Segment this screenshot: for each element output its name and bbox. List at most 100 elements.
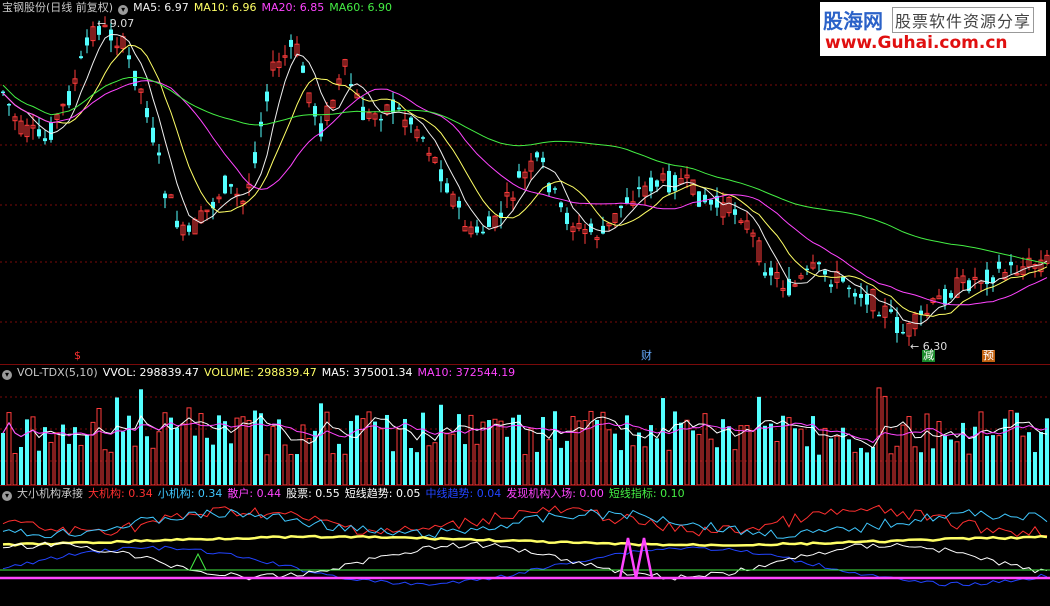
volume-bar-down [67,443,71,485]
candle-body-down [943,289,947,305]
short-trend-value: 短线趋势: 0.05 [344,487,421,500]
candle-body-up [936,295,942,300]
vol-ma10-value: MA10: 372544.19 [417,366,516,379]
candle-body-down [313,106,317,117]
volume-bar-down [61,424,65,485]
candle-body-up [612,213,618,223]
volume-bar-up [1008,410,1014,485]
candle-body-down [649,177,653,192]
candlestick-chart[interactable] [0,0,1050,365]
reduce-holding-marker[interactable]: 减 [922,349,935,362]
candle-body-down [439,169,443,182]
volume-bar-up [90,421,96,485]
candle-body-up [342,59,348,67]
volume-bar-down [355,415,359,485]
candle-body-up [660,173,666,181]
volume-bar-up [300,424,306,485]
candle-body-up [366,112,372,119]
volume-bar-up [426,445,432,485]
panel-divider[interactable] [0,485,1050,486]
candle-body-down [43,138,47,142]
volume-bar-up [444,432,450,485]
volume-bar-down [1,433,5,485]
candle-body-down [445,183,449,193]
institution-entry-spike [618,537,654,579]
candle-body-down [475,226,479,233]
volume-bar-up [702,413,708,485]
settings-circle-icon[interactable]: ▾ [118,5,129,15]
panel-divider[interactable] [0,364,1050,365]
candle-body-down [709,199,713,205]
candle-body-down [319,123,323,137]
candle-body-up [384,104,390,114]
candle-body-up [1026,257,1032,268]
high-price-label: ← 9.07 [97,17,135,30]
price-chart-panel[interactable]: 宝钢股份(日线 前复权) ▾ MA5: 6.97 MA10: 6.96 MA20: 6.… [0,0,1050,365]
volume-bar-down [871,446,875,485]
volume-bar-up [468,414,474,485]
volume-bar-up [894,445,900,485]
candle-body-up [18,120,24,135]
volume-bar-up [150,447,156,485]
volume-title: VOL-TDX(5,10) [17,366,98,379]
volume-chart[interactable] [0,365,1050,485]
volume-bar-down [805,446,809,485]
candle-body-up [792,284,798,287]
indicator-title: 大小机构承接 [17,487,83,500]
volume-bar-down [991,435,995,485]
indicator-panel[interactable]: ▾ 大小机构承接 大机构: 0.34 小机构: 0.34 散户: 0.44 股票: 0.5… [0,486,1050,606]
candle-body-down [397,107,401,110]
settings-circle-icon[interactable]: ▾ [2,491,12,501]
candle-body-up [240,200,246,205]
volume-bar-down [613,433,617,485]
institution-entry-value: 发现机构入场: 0.00 [506,487,604,500]
stock-value: 股票: 0.55 [286,487,340,500]
candle-body-up [810,262,816,269]
candle-body-up [462,226,468,232]
candle-body-down [499,212,503,218]
settings-circle-icon[interactable]: ▾ [2,370,12,380]
volume-bar-up [324,411,330,485]
candle-body-down [949,293,953,298]
volume-bar-up [102,449,108,485]
ma10-value: MA10: 6.96 [193,1,257,14]
volume-bar-up [12,452,18,485]
volume-bar-down [1003,418,1007,485]
volume-bar-up [180,423,186,485]
volume-bar-up [198,413,204,485]
volume-bar-down [511,417,515,485]
volume-bar-up [270,425,276,485]
volume-bar-down [463,444,467,485]
volume-bar-up [774,440,780,485]
finance-marker[interactable]: 财 [641,349,652,362]
candle-body-down [565,212,569,224]
indicator-chart[interactable] [0,486,1050,606]
volume-bar-down [649,425,653,485]
volume-bar-down [505,436,509,485]
ma20-line [2,80,1048,306]
ma5-value: MA5: 6.97 [133,1,189,14]
volume-bar-down [85,435,89,485]
volume-ma10-line [2,421,1048,444]
volume-bar-down [403,418,407,485]
candle-body-up [522,171,528,179]
volume-bar-up [966,453,972,485]
volume-bar-down [229,443,233,485]
volume-bar-down [193,435,197,485]
volume-bar-up [108,451,114,485]
volume-bar-down [931,448,935,485]
candle-body-up [882,305,888,318]
watermark-brand: 股海网 [823,9,883,33]
dividend-marker[interactable]: $ [74,349,81,362]
candle-body-down [517,171,521,178]
ma10-line [2,44,1048,317]
forecast-marker[interactable]: 预 [982,349,995,362]
volume-bar-down [37,450,41,485]
candle-body-up [24,124,30,138]
vvol-value: VVOL: 298839.47 [102,366,200,379]
low-price-label: ← 6.30 [910,340,948,353]
volume-bar-down [559,447,563,485]
volume-panel[interactable]: ▾ VOL-TDX(5,10) VVOL: 298839.47 VOLUME: 298… [0,365,1050,485]
candle-body-down [37,129,41,137]
volume-bar-up [432,442,438,485]
